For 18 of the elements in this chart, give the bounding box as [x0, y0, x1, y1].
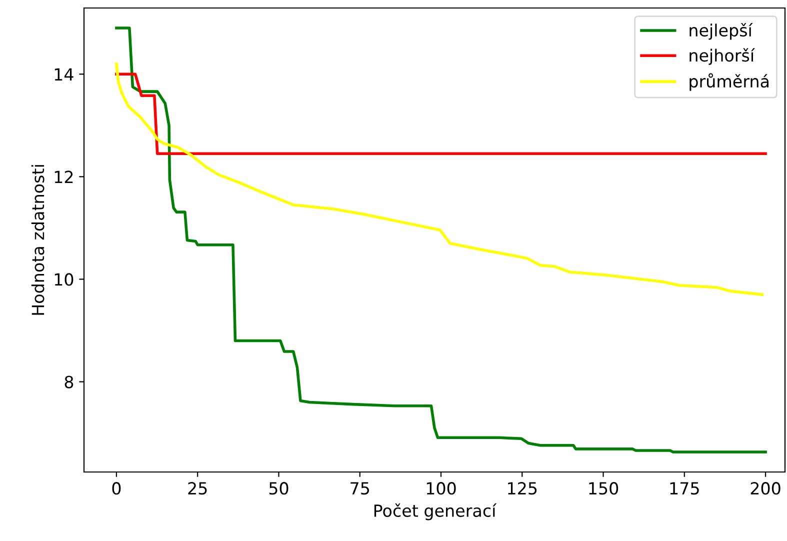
x-tick-label: 175 [670, 482, 699, 495]
y-tick-label: 12 [54, 170, 73, 184]
x-tick-label: 150 [589, 482, 618, 495]
x-tick-label: 0 [112, 482, 121, 495]
x-tick-label: 100 [426, 482, 456, 495]
y-tick-label: 14 [54, 68, 74, 80]
legend-label: nejlepší [690, 23, 753, 40]
x-tick-label: 25 [188, 482, 207, 495]
x-tick-label: 125 [508, 482, 537, 495]
y-axis-title: Hodnota zdatnosti [31, 165, 44, 315]
y-tick-label: 10 [54, 273, 74, 286]
legend-label: průměrná [690, 73, 768, 91]
legend-label: nejhorší [690, 48, 755, 65]
x-axis-title: Počet generací [374, 503, 497, 520]
x-tick-label: 200 [750, 482, 780, 495]
y-tick-label: 8 [64, 376, 74, 388]
x-tick-label: 75 [350, 482, 370, 495]
x-tick-label: 50 [269, 482, 288, 495]
